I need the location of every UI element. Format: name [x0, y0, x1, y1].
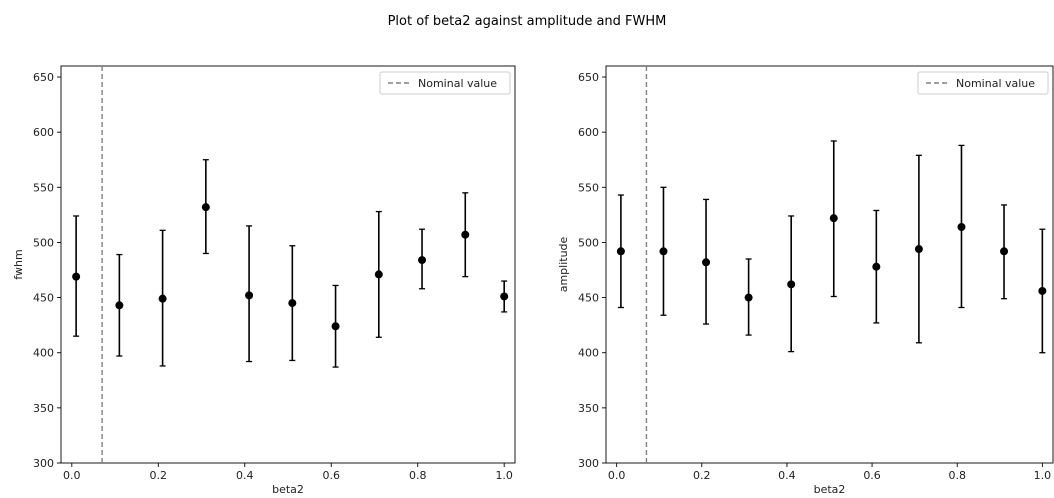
data-point [245, 291, 254, 300]
y-tick-label: 450 [33, 292, 54, 305]
data-point [1038, 286, 1047, 295]
y-tick-label: 350 [33, 402, 54, 415]
data-point [158, 294, 167, 303]
data-point [702, 258, 711, 267]
y-tick-label: 650 [33, 71, 54, 84]
data-point [201, 203, 210, 212]
data-point [914, 245, 923, 254]
amplitude-subplot: 0.0 0.2 0.4 0.6 0.8 1.0 300 350 400 450 500 550 600 6… [557, 65, 1054, 496]
y-tick-label: 450 [578, 292, 599, 305]
data-point [872, 262, 881, 271]
x-tick-label: 0.8 [948, 469, 966, 482]
x-tick-label: 0.4 [778, 469, 796, 482]
data-point [72, 272, 81, 281]
y-tick-label: 650 [578, 71, 599, 84]
y-tick-label: 550 [33, 181, 54, 194]
x-axis-label: beta2 [814, 483, 846, 496]
legend-box [379, 71, 511, 95]
data-point [616, 247, 625, 256]
x-axis-label: beta2 [272, 483, 304, 496]
x-tick-label: 0.0 [63, 469, 81, 482]
figure-title: Plot of beta2 against amplitude and FWHM [388, 14, 667, 29]
y-tick-label: 300 [578, 457, 599, 470]
x-tick-label: 0.8 [409, 469, 427, 482]
y-tick-label: 400 [33, 347, 54, 360]
x-tick-label: 0.6 [322, 469, 340, 482]
data-point [288, 299, 297, 308]
data-point [374, 270, 383, 279]
y-tick-label: 500 [578, 236, 599, 249]
y-axis-label: amplitude [557, 236, 570, 292]
y-tick-label: 600 [33, 126, 54, 139]
data-point [1000, 247, 1009, 256]
data-point [829, 214, 838, 223]
data-point [500, 292, 509, 301]
data-point [461, 230, 470, 239]
data-point [331, 322, 340, 331]
data-point [115, 301, 124, 310]
x-tick-label: 0.4 [236, 469, 254, 482]
y-tick-label: 550 [578, 181, 599, 194]
data-point [744, 293, 753, 302]
data-point [787, 280, 796, 289]
data-point [418, 256, 427, 265]
data-point [659, 247, 668, 256]
y-tick-label: 400 [578, 347, 599, 360]
x-tick-label: 1.0 [1034, 469, 1052, 482]
axes-frame [60, 65, 516, 464]
y-tick-label: 500 [33, 236, 54, 249]
x-tick-label: 0.2 [693, 469, 711, 482]
y-tick-label: 300 [33, 457, 54, 470]
x-tick-label: 0.0 [608, 469, 626, 482]
legend-box [917, 71, 1049, 95]
x-tick-label: 1.0 [495, 469, 513, 482]
y-tick-label: 350 [578, 402, 599, 415]
fwhm-subplot: 0.0 0.2 0.4 0.6 0.8 1.0 300 350 400 450 500 550 600 6… [12, 65, 516, 496]
legend-label: Nominal value [956, 77, 1035, 90]
x-tick-label: 0.2 [150, 469, 168, 482]
x-tick-label: 0.6 [863, 469, 881, 482]
axes-frame [605, 65, 1054, 464]
y-axis-label: fwhm [12, 249, 25, 279]
legend-label: Nominal value [418, 77, 497, 90]
data-point [957, 223, 966, 232]
y-tick-label: 600 [578, 126, 599, 139]
